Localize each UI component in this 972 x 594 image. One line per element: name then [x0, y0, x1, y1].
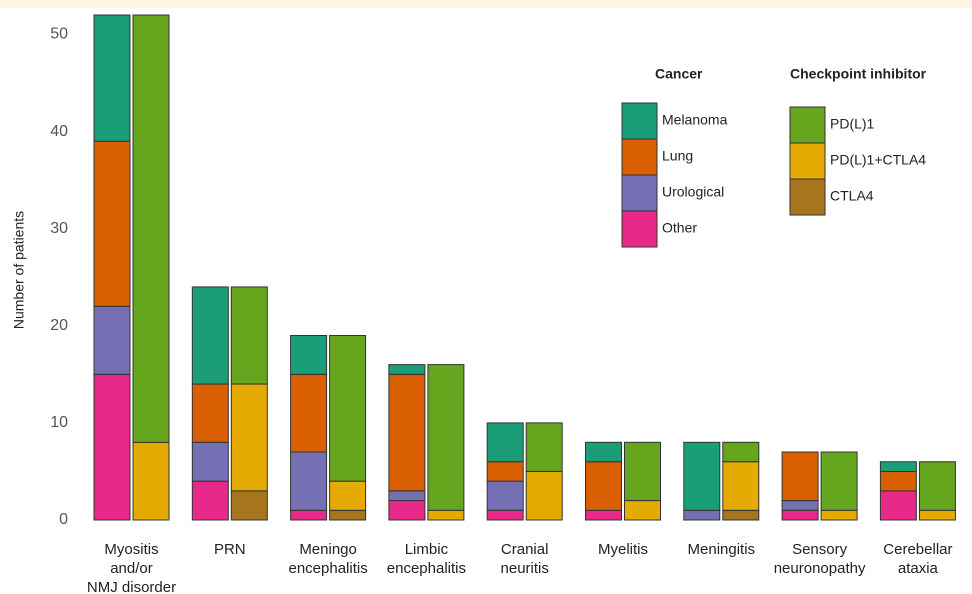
x-tick-label: PRN: [214, 541, 246, 558]
bar-segment: [191, 480, 229, 521]
x-tick-label: Myositis: [104, 541, 158, 558]
bar-segment: [624, 441, 661, 502]
bar-segment: [329, 509, 367, 521]
bar-segment: [722, 509, 760, 521]
legend-swatch: [621, 138, 658, 176]
bar-segment: [918, 509, 956, 521]
bar-segment: [683, 509, 721, 521]
bar-segment: [427, 509, 465, 521]
legend-label: Lung: [662, 148, 693, 164]
bar-segment: [585, 461, 622, 511]
y-tick-label: 0: [59, 511, 68, 528]
bar-segment: [93, 373, 131, 521]
bar-segment: [329, 334, 367, 482]
bar-segment: [781, 509, 819, 521]
bar-segment: [781, 500, 819, 511]
bar-segment: [585, 509, 622, 521]
bar-segment: [486, 422, 524, 463]
x-tick-label: encephalitis: [387, 560, 466, 577]
x-tick-label: Cranial: [501, 541, 549, 558]
x-tick-label: ataxia: [898, 560, 939, 577]
legend-swatch: [621, 174, 658, 212]
bar-segment: [388, 364, 426, 375]
bar-segment: [781, 451, 819, 502]
bar-segment: [388, 373, 426, 492]
x-tick-label: Cerebellar: [883, 541, 952, 558]
bar-segment: [427, 364, 465, 511]
x-tick-label: and/or: [110, 560, 153, 577]
legend-label: Other: [662, 220, 697, 236]
bar-segment: [525, 422, 563, 472]
bar-segment: [722, 461, 760, 511]
bar-segment: [918, 461, 956, 511]
bar-segment: [388, 500, 426, 521]
bar-segment: [290, 334, 328, 375]
bar-segment: [388, 490, 426, 502]
bar-segment: [486, 461, 524, 482]
bar-segment: [820, 451, 858, 511]
bar-segment: [624, 500, 661, 521]
y-tick-label: 20: [50, 317, 68, 334]
bar-segment: [585, 441, 622, 463]
bar-segment: [879, 470, 917, 492]
y-axis-label: Number of patients: [11, 211, 27, 329]
y-tick-label: 40: [50, 123, 68, 140]
x-tick-label: Sensory: [792, 541, 848, 558]
x-tick-label: Meningo: [299, 541, 357, 558]
bar-segment: [93, 305, 131, 375]
bar-segment: [290, 451, 328, 511]
bar-segment: [820, 509, 858, 521]
x-tick-label: Meningitis: [688, 541, 756, 558]
x-tick-label: Myelitis: [598, 541, 648, 558]
bar-segment: [132, 14, 170, 443]
bar-segment: [93, 14, 131, 142]
bar-segment: [191, 286, 229, 385]
legend-swatch: [789, 178, 826, 216]
legend-label: PD(L)1+CTLA4: [830, 152, 926, 168]
bar-segment: [683, 441, 721, 511]
legend-swatch: [789, 106, 826, 144]
bar-segment: [191, 441, 229, 482]
bar-segment: [329, 480, 367, 511]
bar-segment: [230, 383, 268, 492]
bar-segment: [879, 461, 917, 472]
y-tick-label: 10: [50, 414, 68, 431]
bar-segment: [230, 490, 268, 521]
bar-segment: [191, 383, 229, 443]
bar-segment: [525, 470, 563, 521]
bar-segment: [879, 490, 917, 521]
x-tick-label: encephalitis: [288, 560, 367, 577]
bar-segment: [290, 373, 328, 453]
bar-segment: [486, 480, 524, 511]
legend-swatch: [621, 102, 658, 140]
legend-label: PD(L)1: [830, 116, 875, 132]
legend-label: Melanoma: [662, 112, 728, 128]
x-tick-label: Limbic: [405, 541, 449, 558]
legend-label: Urological: [662, 184, 724, 200]
bar-segment: [93, 140, 131, 307]
x-tick-label: neuronopathy: [774, 560, 866, 577]
legend-title: Cancer: [655, 66, 703, 82]
y-tick-label: 50: [50, 26, 68, 43]
y-tick-label: 30: [50, 220, 68, 237]
bar-segment: [230, 286, 268, 385]
bar-segment: [486, 509, 524, 521]
bar-segment: [132, 441, 170, 521]
bar-segment: [722, 441, 760, 463]
legend-swatch: [789, 142, 826, 180]
legend-label: CTLA4: [830, 188, 874, 204]
x-tick-label: neuritis: [501, 560, 549, 577]
bar-segment: [290, 509, 328, 521]
legend-title: Checkpoint inhibitor: [790, 66, 927, 82]
x-tick-label: NMJ disorder: [87, 579, 176, 594]
legend-swatch: [621, 210, 658, 248]
top-band: [0, 0, 972, 8]
